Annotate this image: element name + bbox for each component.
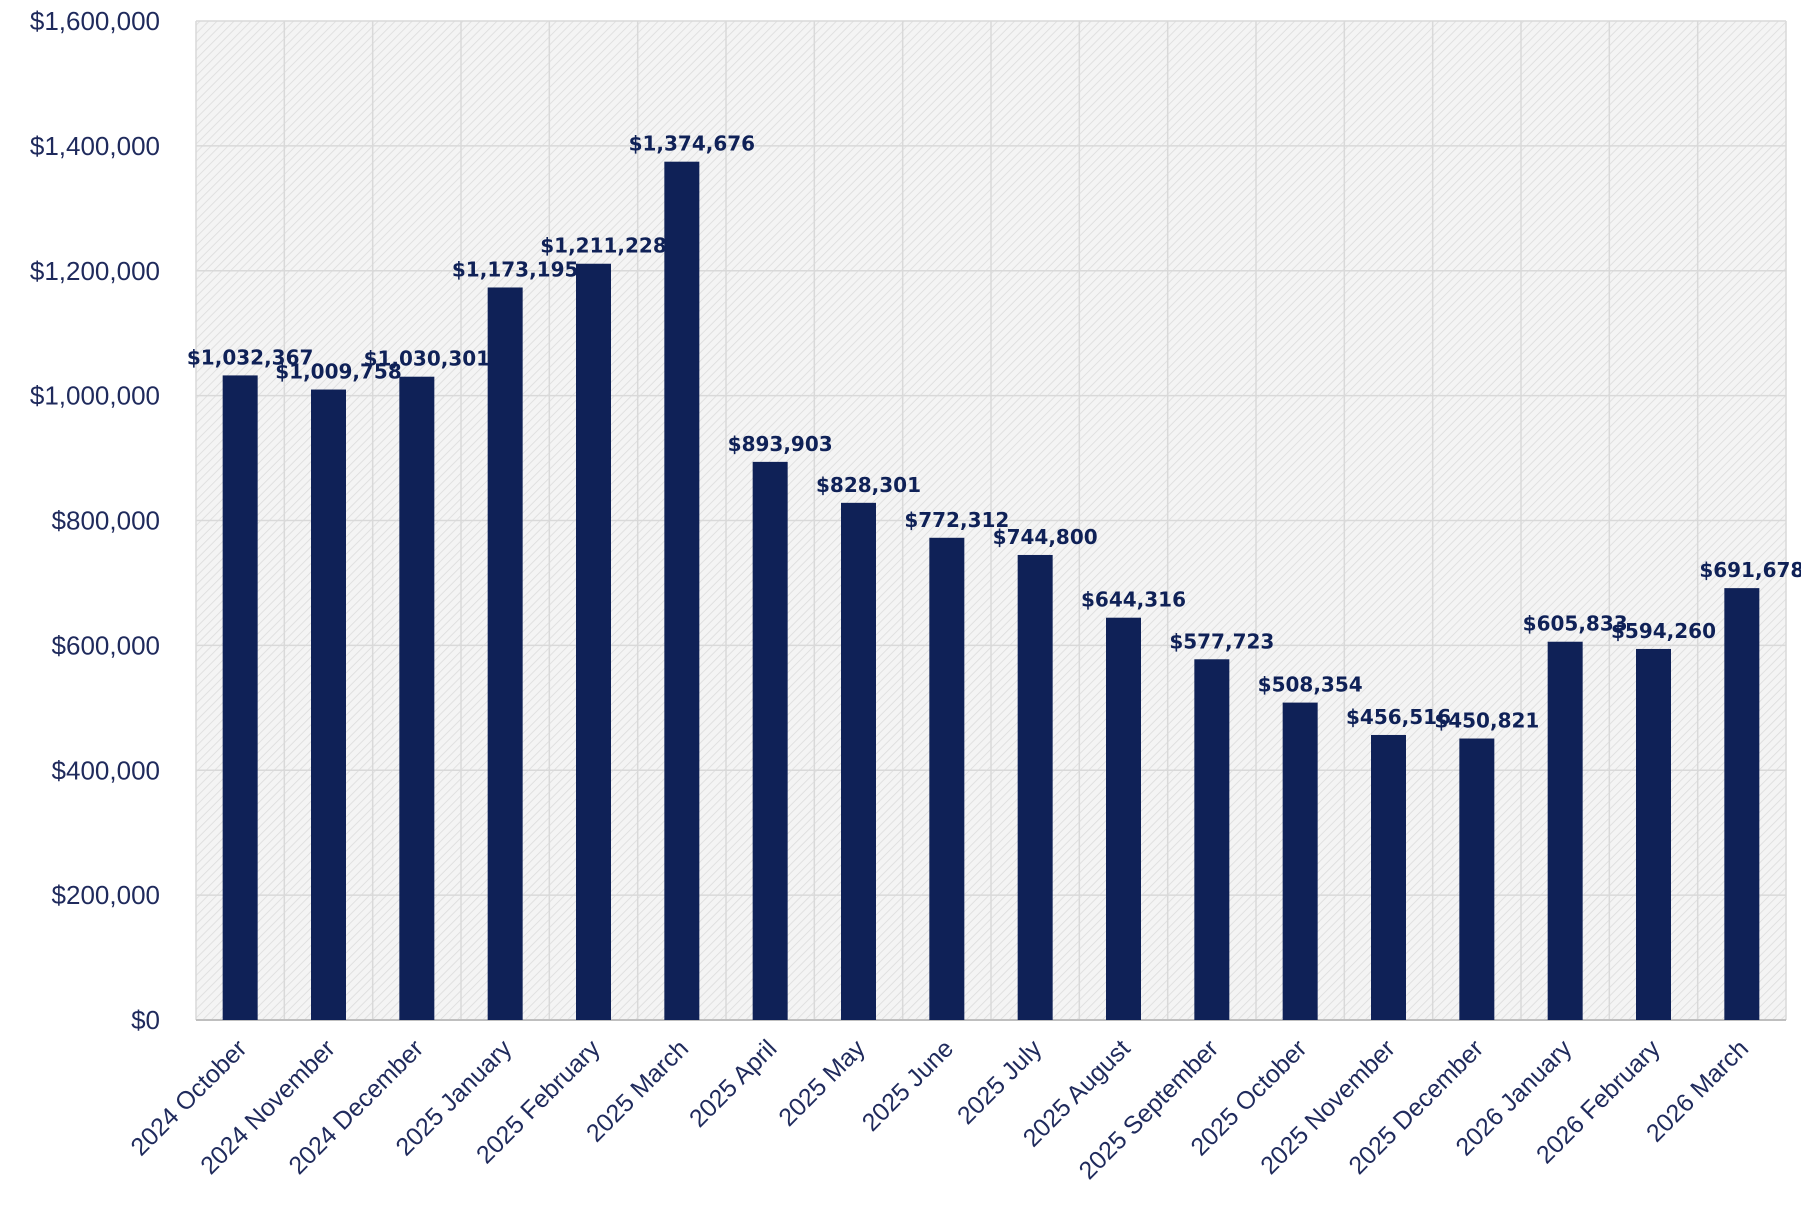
y-tick-label: $1,600,000 xyxy=(30,6,160,36)
data-label: $744,800 xyxy=(993,525,1098,549)
data-label: $828,301 xyxy=(816,473,921,497)
data-label: $772,312 xyxy=(904,508,1009,532)
bar xyxy=(1371,734,1406,1020)
y-tick-label: $1,200,000 xyxy=(30,256,160,286)
bars xyxy=(222,161,1760,1021)
y-tick-label: $400,000 xyxy=(52,755,160,785)
data-label: $508,354 xyxy=(1258,673,1363,697)
bar xyxy=(1106,617,1141,1020)
bar xyxy=(1724,588,1760,1020)
bar xyxy=(487,287,523,1021)
data-label: $605,833 xyxy=(1523,612,1628,636)
y-tick-label: $600,000 xyxy=(52,630,160,660)
data-label: $1,173,195 xyxy=(452,257,579,281)
data-label: $450,821 xyxy=(1434,709,1539,733)
data-label: $1,032,367 xyxy=(187,345,314,369)
data-label: $1,374,676 xyxy=(629,132,756,156)
data-label: $644,316 xyxy=(1081,588,1186,612)
bar xyxy=(1636,648,1671,1020)
bar xyxy=(311,389,346,1020)
bar xyxy=(222,375,258,1020)
data-label: $1,009,758 xyxy=(275,360,402,384)
data-label: $594,260 xyxy=(1611,619,1716,643)
bar xyxy=(1547,641,1583,1020)
bar xyxy=(399,376,435,1020)
bar xyxy=(576,263,611,1021)
x-tick-label: 2025 April xyxy=(684,1034,782,1132)
y-tick-label: $200,000 xyxy=(52,880,160,910)
bar xyxy=(929,537,965,1020)
x-tick-label: 2025 July xyxy=(952,1034,1048,1130)
x-tick-label: 2025 June xyxy=(857,1034,959,1136)
bar xyxy=(1459,738,1495,1020)
bar xyxy=(1282,702,1318,1020)
data-label: $1,211,228 xyxy=(540,234,667,258)
data-label: $577,723 xyxy=(1169,629,1274,653)
data-label: $1,030,301 xyxy=(364,347,491,371)
y-tick-label: $1,400,000 xyxy=(30,131,160,161)
y-tick-label: $0 xyxy=(131,1005,160,1035)
y-axis: $0 $200,000 $400,000 $600,000 $800,000 $1,000… xyxy=(30,6,160,1035)
bar xyxy=(664,161,700,1021)
bar xyxy=(1017,554,1053,1020)
bar xyxy=(841,502,876,1020)
data-label: $456,516 xyxy=(1346,705,1451,729)
gridlines xyxy=(195,20,1787,1021)
y-tick-label: $800,000 xyxy=(52,506,160,536)
data-labels: $1,032,367$1,009,758$1,030,301 $1,173,195… xyxy=(187,132,1801,733)
data-label: $691,678 xyxy=(1699,558,1801,582)
y-tick-label: $1,000,000 xyxy=(30,381,160,411)
data-label: $893,903 xyxy=(728,432,833,456)
bar xyxy=(1194,659,1230,1020)
bar xyxy=(752,461,788,1020)
